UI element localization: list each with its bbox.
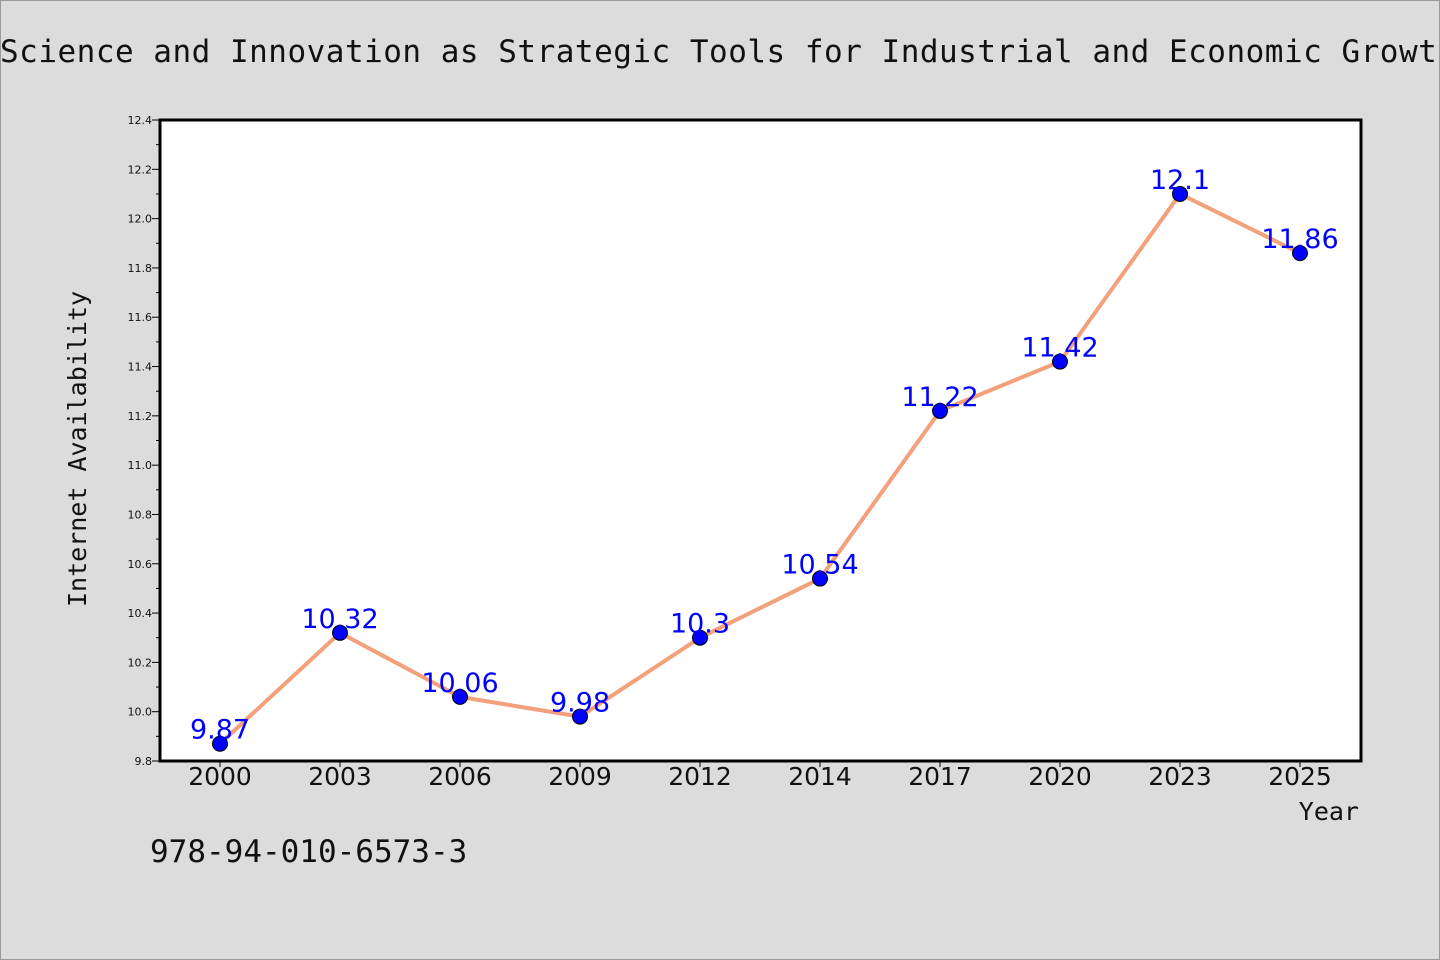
series-line: [218, 191, 1301, 746]
data-point: [1172, 185, 1188, 202]
y-tick-label: 11.8: [128, 262, 153, 275]
x-tick-label: 2014: [788, 762, 852, 791]
y-tick-label: 11.6: [128, 311, 153, 324]
data-label: 11.86: [1261, 224, 1338, 255]
data-point: [1052, 353, 1068, 370]
x-tick-label: 2012: [668, 762, 732, 791]
y-tick-label: 10.6: [128, 558, 153, 571]
y-axis-label: Internet Availability: [63, 291, 92, 607]
y-tick-label: 10.0: [128, 706, 153, 719]
chart-title: Science and Innovation as Strategic Tool…: [0, 34, 1440, 70]
data-label: 10.32: [301, 604, 378, 635]
y-tick-label: 12.4: [128, 114, 153, 127]
data-point: [692, 629, 708, 646]
x-tick-label: 2000: [188, 762, 252, 791]
y-tick-label: 10.8: [128, 508, 153, 521]
y-tick-label: 10.4: [128, 607, 153, 620]
x-tick-label: 2020: [1028, 762, 1092, 791]
data-label: 10.06: [421, 668, 498, 699]
data-label: 11.22: [901, 382, 978, 413]
data-label: 10.54: [781, 550, 858, 581]
data-point: [452, 688, 468, 705]
data-label: 11.42: [1021, 333, 1098, 364]
y-tick-label: 9.8: [135, 755, 153, 768]
x-axis-label: Year: [1299, 797, 1359, 826]
data-point: [812, 570, 828, 587]
x-tick-label: 2017: [908, 762, 972, 791]
footer-code: 978-94-010-6573-3: [150, 834, 468, 870]
x-tick-label: 2025: [1268, 762, 1332, 791]
plot-area: [160, 120, 1361, 761]
x-tick-label: 2023: [1148, 762, 1212, 791]
data-point: [1292, 245, 1308, 262]
data-label: 10.3: [670, 609, 730, 640]
data-point: [572, 708, 588, 725]
data-label: 12.1: [1150, 165, 1210, 196]
y-tick-label: 10.2: [128, 656, 153, 669]
x-tick-label: 2003: [308, 762, 372, 791]
data-label: 9.87: [190, 715, 250, 746]
y-tick-label: 12.2: [128, 163, 153, 176]
y-tick-label: 11.0: [128, 459, 153, 472]
plot-border: [158, 118, 1363, 763]
x-axis-ticks: 2000 2003 2006 2009 2012 2014 2017 2020 2023 2025: [188, 761, 1332, 791]
y-tick-label: 12.0: [128, 213, 153, 226]
x-tick-label: 2006: [428, 762, 492, 791]
data-point: [332, 624, 348, 641]
data-point: [932, 402, 948, 419]
data-label: 9.98: [550, 688, 610, 719]
y-axis-ticks: 9.8 10.0 10.2 10.4 10.6 10.8 11.0 11.2 11.4 11.6 1…: [128, 114, 160, 768]
y-tick-label: 11.2: [128, 410, 153, 423]
series-group: 9.87 10.32 10.06 9.98 10.3 10.54 11.22 11.42 12.…: [190, 165, 1339, 752]
x-tick-label: 2009: [548, 762, 612, 791]
y-tick-label: 11.4: [128, 361, 153, 374]
data-point: [212, 735, 228, 752]
